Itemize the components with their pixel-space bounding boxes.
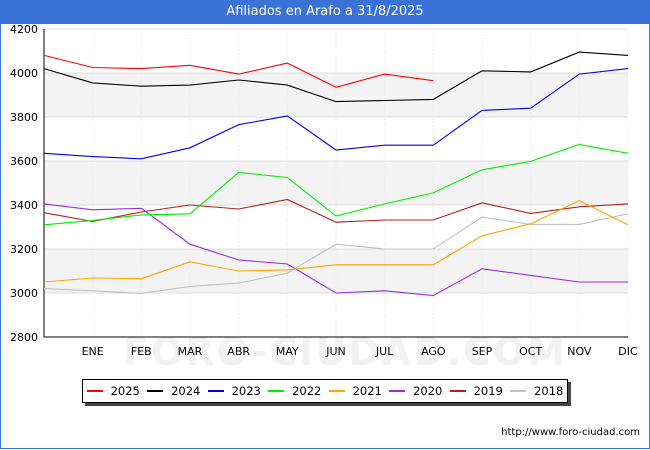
legend-label: 2020: [413, 384, 443, 398]
x-tick-label: JUN: [325, 345, 346, 358]
legend-label: 2019: [473, 384, 503, 398]
legend-item-2024: 2024: [147, 384, 200, 398]
x-tick-label: DIC: [618, 345, 638, 358]
axes: [43, 29, 628, 338]
y-tick-label: 3200: [10, 243, 38, 256]
series-line-2024: [43, 51, 629, 103]
legend-item-2018: 2018: [510, 384, 563, 398]
series-lines: [43, 51, 629, 297]
y-tick-label: 2800: [10, 331, 38, 344]
y-tick-label: 3400: [10, 199, 38, 212]
y-tick-label: 4200: [10, 23, 38, 36]
legend-item-2023: 2023: [207, 384, 261, 398]
series-line-2025: [43, 54, 434, 88]
legend-item-2019: 2019: [449, 384, 503, 398]
legend-item-2025: 2025: [86, 384, 140, 398]
y-tick-label: 3600: [10, 155, 38, 168]
legend-swatch: [510, 390, 527, 392]
x-tick-label: NOV: [567, 345, 592, 358]
series-line-2023: [43, 68, 629, 160]
x-tick-label: AGO: [421, 345, 446, 358]
legend-label: 2022: [292, 384, 322, 398]
series-line-2020: [43, 203, 628, 297]
legend-swatch: [147, 390, 164, 392]
x-tick-labels: ENE FEB MAR ABR MAY JUN JUL AGO SEP OCT NOV DIC: [82, 345, 638, 358]
legend-swatch: [268, 390, 285, 392]
legend-swatch: [389, 390, 406, 392]
x-tick-label: OCT: [519, 345, 542, 358]
y-tick-label: 3000: [10, 287, 38, 300]
x-tick-label: ABR: [227, 345, 250, 358]
x-tick-label: ENE: [82, 345, 104, 358]
legend-swatch: [328, 390, 345, 392]
series-line-2022: [43, 143, 629, 226]
legend-label: 2024: [171, 384, 201, 398]
series-line-2021: [43, 199, 629, 283]
legend-swatch: [207, 390, 224, 392]
legend: 2025 2024 2023 2022 2021 2020 2019 2018: [82, 379, 568, 403]
legend-label: 2018: [534, 384, 564, 398]
grid-band: [44, 249, 628, 293]
x-tick-label: FEB: [131, 345, 152, 358]
legend-label: 2025: [110, 384, 140, 398]
legend-item-2021: 2021: [328, 384, 382, 398]
footer-url: http://www.foro-ciudad.com: [501, 427, 640, 438]
x-tick-label: MAY: [276, 345, 299, 358]
x-tick-label: SEP: [472, 345, 493, 358]
legend-item-2022: 2022: [268, 384, 321, 398]
y-tick-labels: 2800 3000 3200 3400 3600 3800 4000 4200: [10, 23, 38, 344]
chart-title: Afiliados en Arafo a 31/8/2025: [0, 0, 650, 24]
legend-swatch: [449, 390, 466, 392]
series-line-2018: [43, 213, 629, 294]
x-tick-label: JUL: [375, 345, 394, 358]
y-tick-label: 3800: [10, 111, 38, 124]
legend-swatch: [86, 390, 103, 392]
x-tick-label: MAR: [178, 345, 203, 358]
legend-label: 2023: [231, 384, 261, 398]
legend-label: 2021: [352, 384, 382, 398]
y-tick-label: 4000: [10, 67, 38, 80]
series-line-2019: [43, 198, 629, 223]
legend-item-2020: 2020: [389, 384, 442, 398]
